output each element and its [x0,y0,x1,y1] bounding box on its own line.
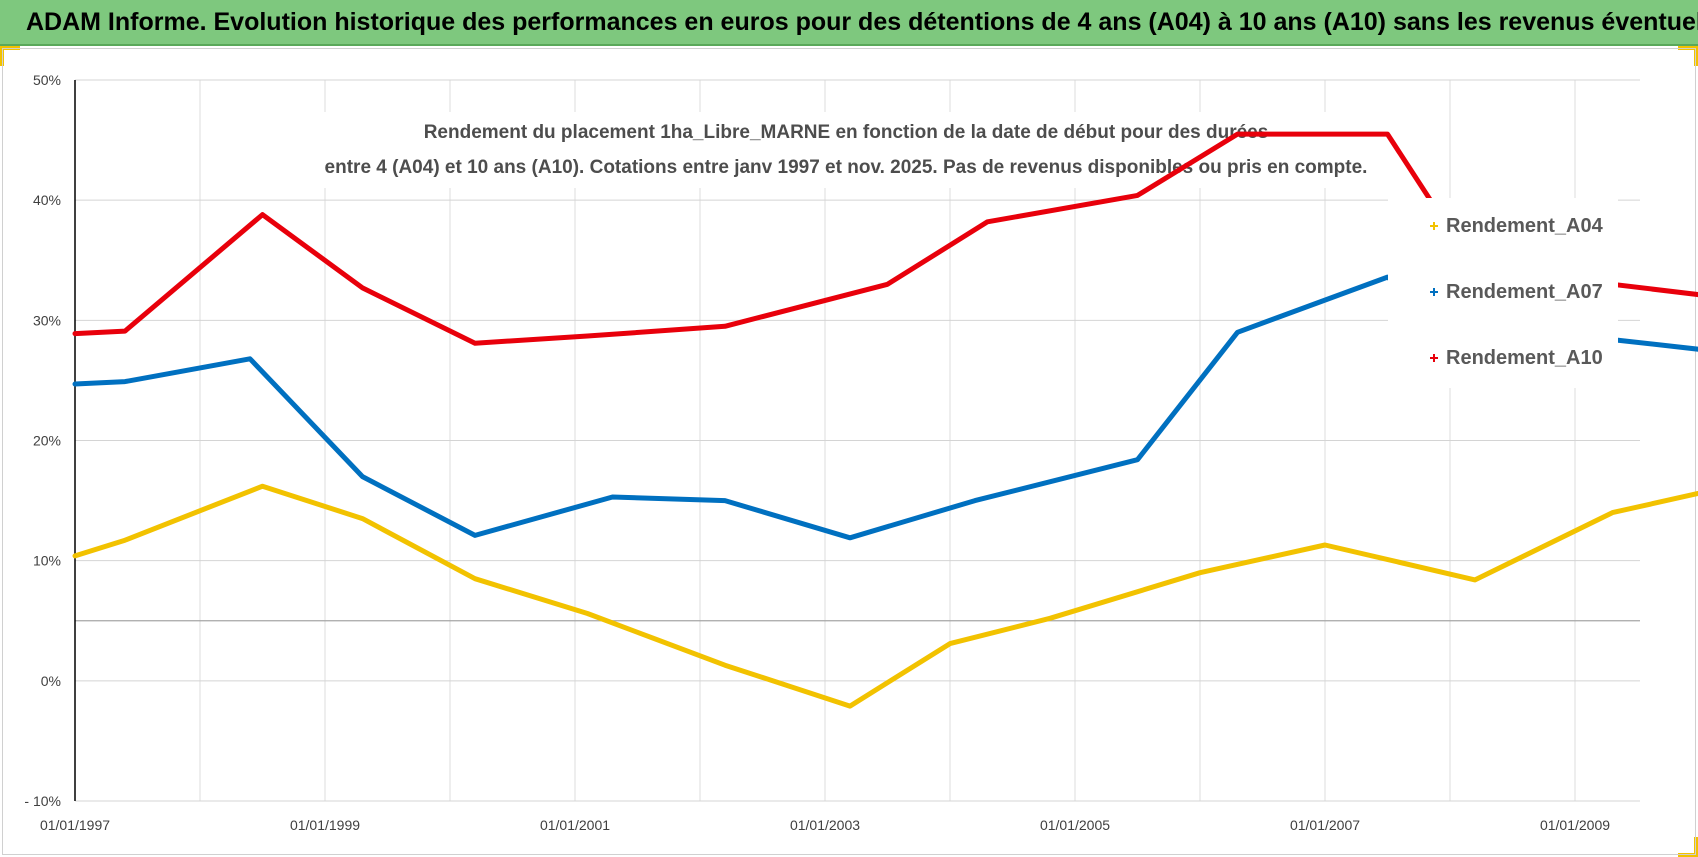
y-tick-label: 50% [33,72,61,88]
legend-background [1388,198,1618,388]
y-tick-label: 10% [33,553,61,569]
y-tick-label: 40% [33,192,61,208]
x-tick-label: 01/01/1997 [40,817,110,833]
series-line-rendement_a04 [72,483,1698,709]
legend-label: Rendement_A04 [1446,215,1604,237]
y-tick-label: - 10% [24,793,61,809]
chart-axes: 50% 40% 30% 20% 10% 0% - 10% 01/01/1997 01/01/19… [24,72,1610,833]
chart-title-line-1: Rendement du placement 1ha_Libre_MARNE e… [424,122,1269,143]
chart-frame [2,48,1696,855]
x-tick-label: 01/01/2001 [540,817,610,833]
x-tick-label: 01/01/1999 [290,817,360,833]
y-tick-label: 0% [41,673,61,689]
chart-title-line-2: entre 4 (A04) et 10 ans (A10). Cotations… [325,157,1368,178]
legend-label: Rendement_A10 [1446,347,1603,369]
x-tick-label: 01/01/2009 [1540,817,1610,833]
chart-legend: Rendement_A04 Rendement_A07 Rendement_A10 [1388,198,1618,388]
x-tick-label: 01/01/2003 [790,817,860,833]
y-tick-label: 20% [33,433,61,449]
line-chart: 50% 40% 30% 20% 10% 0% - 10% 01/01/1997 01/01/19… [24,72,1698,833]
series-line-rendement_a10 [72,131,1698,346]
x-tick-label: 01/01/2007 [1290,817,1360,833]
chart-grid [75,79,1640,802]
legend-label: Rendement_A07 [1446,281,1603,303]
report-banner-title: ADAM Informe. Evolution historique des p… [0,0,1698,46]
x-tick-label: 01/01/2005 [1040,817,1110,833]
chart-title-background [320,112,1374,188]
y-tick-label: 30% [33,312,61,328]
corner-marker-bottom-right [1678,837,1698,857]
